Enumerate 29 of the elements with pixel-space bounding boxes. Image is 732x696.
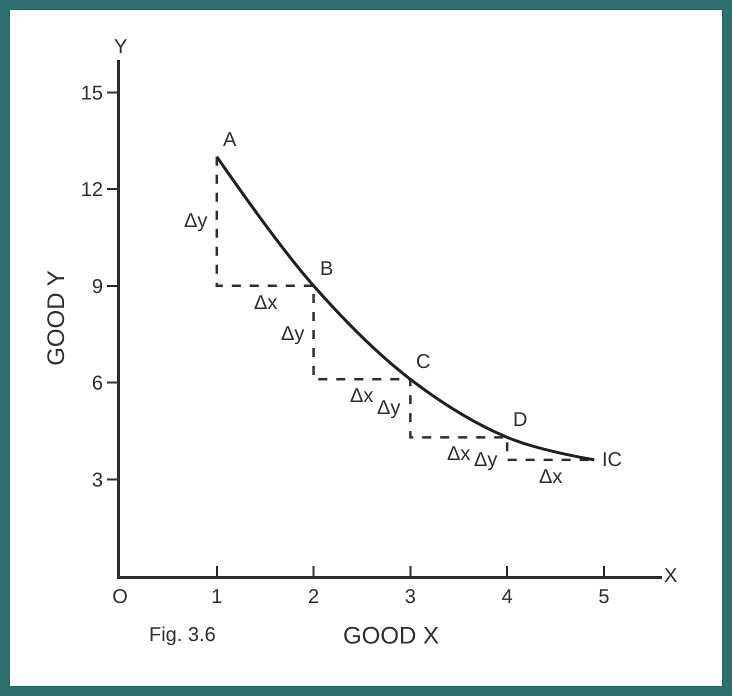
annotation: Δx <box>254 292 278 314</box>
x-axis-title: GOOD X <box>342 622 440 650</box>
y-tick-label: 15 <box>80 82 103 104</box>
x-tick-label: 4 <box>502 586 513 608</box>
annotation: Δx <box>539 466 562 488</box>
annotation: Δy <box>377 397 400 419</box>
x-tick-label: 1 <box>211 586 222 608</box>
x-tick-label: O <box>112 586 128 608</box>
annotation: IC <box>602 449 622 471</box>
y-tick-label: 6 <box>92 372 103 394</box>
annotation: Δx <box>447 443 470 465</box>
y-axis-title: GOOD Y <box>42 270 70 366</box>
y-tick-label: 12 <box>80 179 103 201</box>
annotation: Δy <box>184 210 208 232</box>
x-tick-label: 2 <box>308 586 320 608</box>
annotation: A <box>223 129 237 151</box>
y-tick-label: 3 <box>92 469 103 492</box>
annotation: D <box>513 409 528 431</box>
annotation: B <box>320 258 334 280</box>
caption: Fig. 3.6 <box>149 624 216 646</box>
annotation: C <box>416 351 430 373</box>
annotation: Δy <box>474 449 498 471</box>
x-tick-label: 5 <box>598 586 610 608</box>
annotation: Δy <box>281 323 304 345</box>
text: Y <box>114 36 128 58</box>
annotation: Δx <box>350 385 374 407</box>
y-tick-label: 9 <box>92 276 103 298</box>
text: X <box>664 565 678 587</box>
x-tick-label: 3 <box>404 586 416 608</box>
